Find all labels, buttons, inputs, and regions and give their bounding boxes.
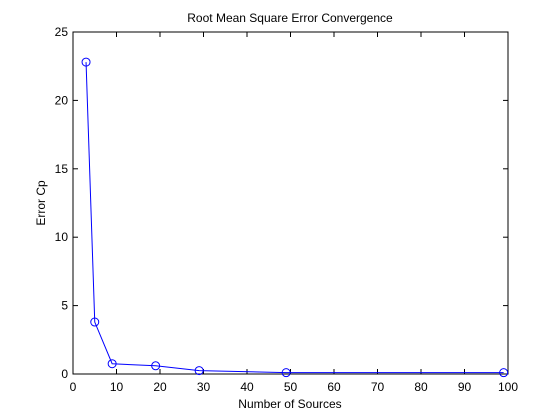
data-point — [107, 359, 117, 369]
x-tick-label: 90 — [458, 380, 472, 394]
x-tick-label: 70 — [371, 380, 385, 394]
chart-title: Root Mean Square Error Convergence — [187, 11, 393, 25]
y-tick-label: 25 — [55, 25, 69, 39]
x-axis-label: Number of Sources — [238, 397, 341, 411]
y-tick-label: 10 — [55, 230, 69, 244]
series-line — [85, 62, 504, 374]
x-tick-label: 60 — [327, 380, 341, 394]
y-axis-ticks: 0 5 10 15 20 25 — [55, 25, 508, 381]
data-point — [81, 57, 91, 67]
x-tick-label: 20 — [153, 380, 167, 394]
y-axis-label: Error Cp — [34, 180, 48, 226]
y-tick-label: 15 — [55, 162, 69, 176]
x-tick-label: 10 — [110, 380, 124, 394]
data-point — [281, 368, 291, 378]
data-point — [90, 317, 100, 327]
y-tick-label: 5 — [61, 299, 68, 313]
data-point — [499, 368, 509, 378]
x-tick-label: 40 — [240, 380, 254, 394]
data-point — [194, 366, 204, 376]
x-axis-ticks: 0 10 20 30 40 50 60 70 80 90 100 — [70, 32, 518, 394]
x-tick-label: 100 — [498, 380, 518, 394]
y-tick-label: 20 — [55, 93, 69, 107]
x-tick-label: 0 — [70, 380, 77, 394]
x-tick-label: 50 — [284, 380, 298, 394]
x-tick-label: 80 — [414, 380, 428, 394]
x-tick-label: 30 — [197, 380, 211, 394]
series-layer — [81, 57, 509, 378]
plot-area — [72, 31, 509, 375]
data-point — [151, 361, 161, 371]
y-tick-label: 0 — [61, 367, 68, 381]
